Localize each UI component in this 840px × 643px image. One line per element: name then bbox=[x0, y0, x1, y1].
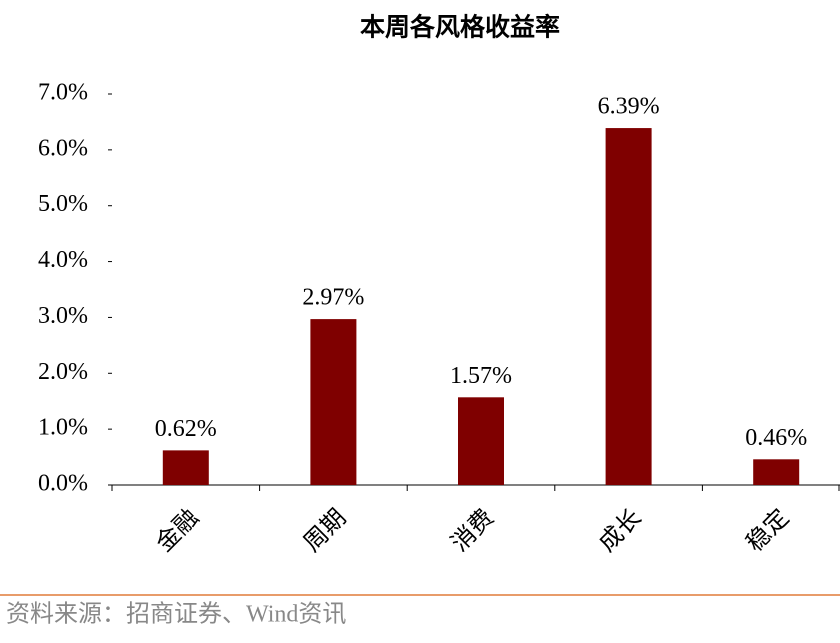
y-tick-label: 1.0% bbox=[38, 415, 88, 441]
y-tick-label: 2.0% bbox=[38, 359, 88, 385]
y-tick-label: 4.0% bbox=[38, 247, 88, 273]
y-tick-label: 3.0% bbox=[38, 303, 88, 329]
bar bbox=[605, 128, 652, 485]
x-tick-label: 周期 bbox=[299, 505, 351, 557]
bar bbox=[310, 319, 357, 485]
y-tick-label: 6.0% bbox=[38, 135, 88, 161]
x-tick-label: 金融 bbox=[151, 504, 204, 557]
bar bbox=[458, 397, 504, 485]
source-note: 资料来源：招商证券、Wind资讯 bbox=[6, 601, 346, 628]
value-label: 1.57% bbox=[450, 363, 512, 389]
value-label: 6.39% bbox=[598, 94, 660, 120]
bar bbox=[753, 459, 800, 485]
y-tick-label: 5.0% bbox=[38, 191, 88, 217]
x-tick-label: 成长 bbox=[594, 504, 647, 557]
value-label: 0.62% bbox=[155, 416, 217, 442]
bar bbox=[162, 450, 209, 485]
x-tick-label: 消费 bbox=[446, 504, 499, 557]
x-tick-label: 稳定 bbox=[741, 504, 794, 557]
chart-title: 本周各风格收益率 bbox=[360, 13, 560, 42]
y-tick-label: 0.0% bbox=[38, 471, 88, 497]
y-tick-label: 7.0% bbox=[38, 80, 88, 106]
value-label: 0.46% bbox=[745, 425, 807, 451]
value-label: 2.97% bbox=[302, 285, 364, 311]
